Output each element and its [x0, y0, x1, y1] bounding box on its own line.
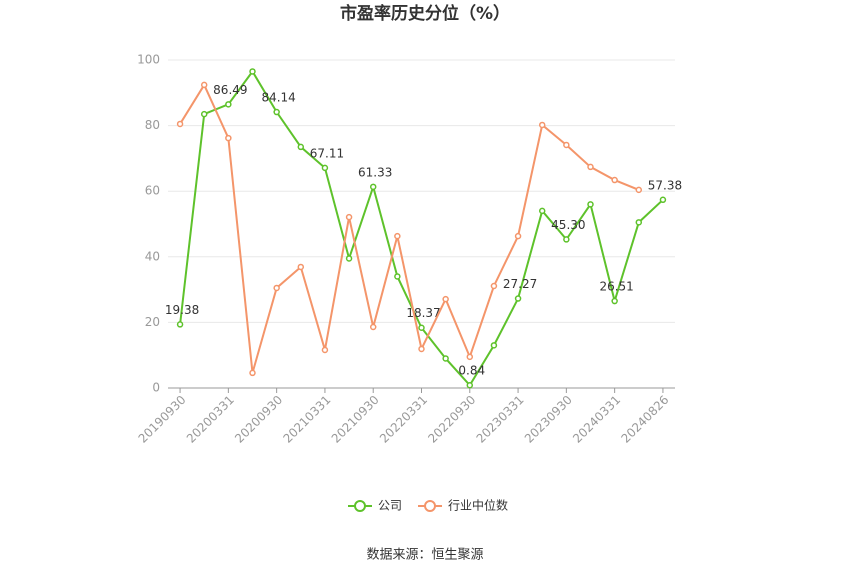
point — [563, 141, 570, 149]
point — [659, 196, 667, 204]
point — [176, 321, 184, 328]
point — [321, 346, 329, 354]
point — [514, 232, 522, 240]
point — [563, 236, 570, 243]
point — [369, 183, 377, 191]
x-tick-label: 20200331 — [184, 393, 237, 446]
point — [442, 355, 449, 362]
point — [321, 164, 329, 172]
point — [273, 284, 280, 292]
point — [345, 255, 353, 262]
legend-label: 公司 — [378, 499, 402, 513]
point — [297, 263, 305, 271]
chart-title: 市盈率历史分位（%） — [340, 3, 510, 24]
legend-marker — [354, 500, 366, 512]
point — [442, 295, 449, 303]
series-line — [179, 82, 640, 374]
point — [297, 143, 305, 151]
data-label: 0.84 — [458, 364, 485, 378]
point — [249, 68, 256, 75]
data-label: 26.51 — [599, 280, 633, 294]
point — [418, 345, 425, 353]
x-tick-label: 20220930 — [425, 393, 478, 446]
point — [538, 121, 546, 129]
y-tick-label: 40 — [145, 249, 160, 263]
data-label: 57.38 — [648, 178, 682, 192]
x-tick-label: 20240331 — [570, 393, 623, 446]
point — [369, 323, 377, 331]
y-tick-label: 0 — [152, 381, 160, 395]
point — [490, 282, 498, 290]
data-label: 45.30 — [551, 218, 585, 232]
x-tick-label: 20200930 — [232, 393, 285, 446]
data-label: 27.27 — [503, 277, 537, 291]
point — [249, 369, 256, 377]
point — [225, 134, 232, 142]
point — [514, 295, 522, 302]
point — [538, 207, 546, 215]
x-tick-label: 20230930 — [522, 393, 575, 446]
data-label: 84.14 — [261, 91, 295, 105]
point — [273, 108, 280, 116]
point — [635, 219, 643, 226]
point — [200, 81, 208, 89]
point — [394, 232, 401, 240]
series-line — [179, 69, 664, 387]
y-tick-label: 20 — [145, 315, 160, 329]
x-tick-label: 20230331 — [474, 393, 527, 446]
x-tick-label: 20190930 — [136, 393, 189, 446]
point — [345, 213, 353, 221]
legend-label: 行业中位数 — [448, 498, 508, 513]
point — [200, 110, 208, 118]
point — [490, 342, 498, 349]
y-tick-label: 60 — [145, 184, 160, 198]
legend-marker — [424, 500, 437, 512]
x-tick-label: 20210331 — [280, 393, 333, 446]
y-tick-label: 80 — [145, 118, 160, 132]
point — [587, 201, 594, 208]
x-tick-label: 20240826 — [618, 393, 671, 446]
x-tick-label: 20210930 — [329, 393, 382, 446]
point — [611, 176, 618, 184]
source: 数据来源：恒生聚源 — [366, 548, 483, 563]
point — [611, 297, 618, 305]
point — [394, 273, 401, 280]
data-label: 67.11 — [310, 146, 344, 160]
x-tick-label: 20220331 — [377, 393, 430, 446]
data-label: 19.38 — [165, 303, 199, 317]
point — [418, 324, 425, 331]
data-label: 86.49 — [213, 83, 247, 97]
y-tick-label: 100 — [137, 53, 160, 67]
point — [587, 163, 594, 171]
data-label: 61.33 — [358, 165, 392, 179]
point — [466, 353, 474, 361]
point — [635, 186, 643, 194]
point — [225, 101, 232, 108]
point — [176, 120, 184, 128]
point — [466, 381, 474, 389]
